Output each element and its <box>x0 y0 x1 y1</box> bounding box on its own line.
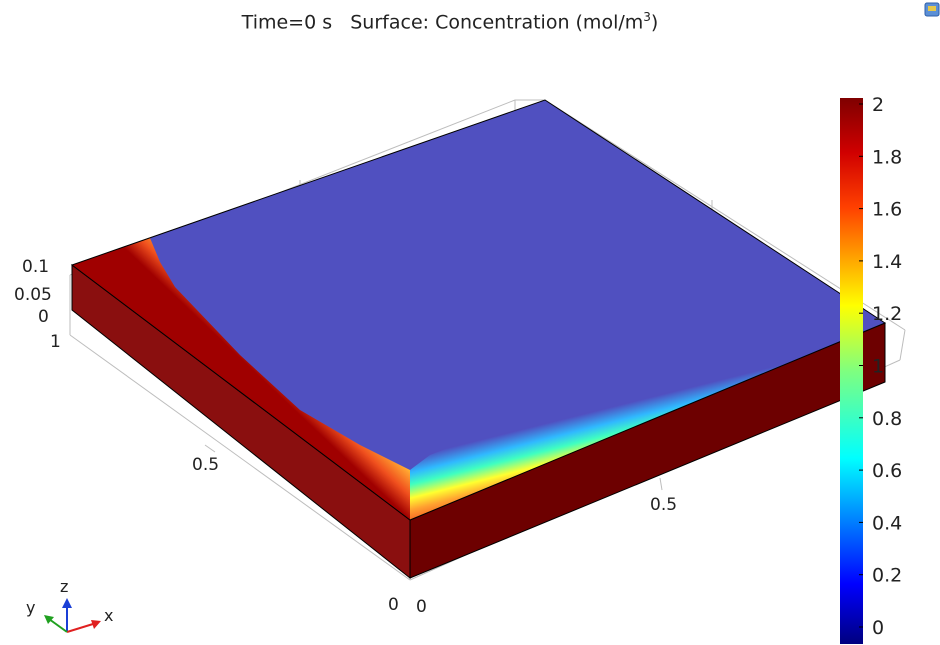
y-tick-label: 1 <box>50 332 61 352</box>
triad-x-label: x <box>104 606 113 625</box>
colorbar-tick-label: 1.2 <box>872 303 902 325</box>
z-tick-label: 0.1 <box>22 257 49 277</box>
colorbar-ramp <box>840 98 863 644</box>
triad-x-axis <box>66 623 94 633</box>
y-tick-label: 0 <box>388 595 399 615</box>
toolbar-icon[interactable] <box>922 0 940 18</box>
time-label: Time=0 s <box>241 11 333 34</box>
colorbar-tick-label: 0 <box>872 617 884 639</box>
triad-z-arrow-icon <box>62 598 72 608</box>
unit-close: ) <box>650 11 659 34</box>
z-tick-label: 0.05 <box>14 285 52 305</box>
triad-y-label: y <box>26 598 35 617</box>
plot-title: Time=0 s Surface: Concentration (mol/m3) <box>0 10 900 33</box>
colorbar: 0 0.2 0.4 0.6 0.8 1 1.2 1.4 1.6 1.8 2 <box>840 94 902 644</box>
x-tick-label: 0 <box>416 597 427 617</box>
colorbar-tick-label: 1.8 <box>872 146 902 168</box>
slab-top-face <box>70 99 887 521</box>
colorbar-tick-label: 1.6 <box>872 199 902 221</box>
colorbar-tick-label: 0.2 <box>872 565 902 587</box>
axis-triad: z x y <box>26 577 113 633</box>
triad-x-arrow-icon <box>91 620 101 629</box>
colorbar-tick-label: 1.4 <box>872 251 902 273</box>
surface-label: Surface: Concentration (mol/m <box>350 11 644 34</box>
triad-z-label: z <box>60 577 68 596</box>
z-tick-label: 0 <box>38 307 49 327</box>
y-tick-label: 0.5 <box>192 455 219 475</box>
x-tick-label: 0.5 <box>650 495 677 515</box>
unit-exponent: 3 <box>643 10 651 24</box>
colorbar-tick-label: 1 <box>872 356 884 378</box>
colorbar-tick-label: 0.8 <box>872 408 902 430</box>
colorbar-tick-label: 0.6 <box>872 460 902 482</box>
colorbar-tick-label: 0.4 <box>872 512 902 534</box>
triad-y-arrow-icon <box>44 615 54 624</box>
colorbar-ticks: 0 0.2 0.4 0.6 0.8 1 1.2 1.4 1.6 1.8 2 <box>859 94 902 639</box>
triad-y-axis <box>48 618 68 633</box>
colorbar-tick-label: 2 <box>872 94 884 116</box>
